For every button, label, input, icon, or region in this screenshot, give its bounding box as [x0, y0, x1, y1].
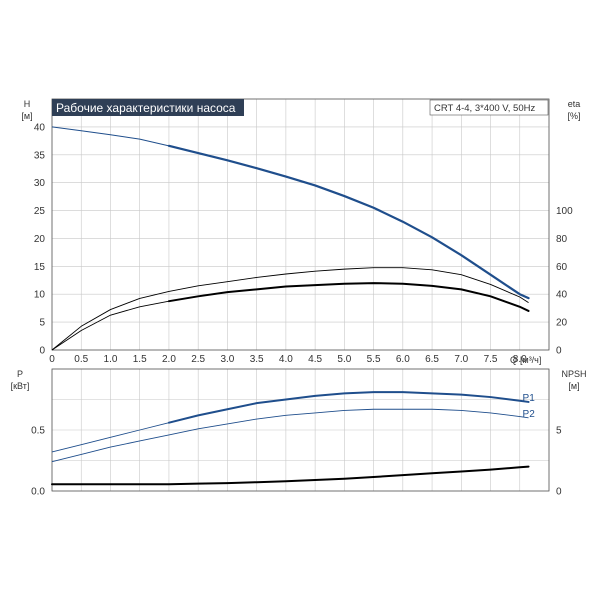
x-tick-label: 0	[49, 354, 55, 365]
head-tick-label: 15	[34, 262, 46, 273]
head-tick-label: 10	[34, 290, 46, 301]
p1-label: P1	[523, 393, 536, 404]
x-tick-label: 6.0	[396, 354, 410, 365]
p1-curve-operating	[167, 391, 530, 424]
p2-curve	[51, 408, 529, 463]
head-axis-unit: [м]	[21, 111, 32, 121]
chart-title-box	[52, 99, 244, 116]
x-tick-label: 6.5	[425, 354, 439, 365]
npsh-axis-unit: [м]	[568, 381, 579, 391]
eta-tick-label: 60	[556, 262, 568, 273]
top-chart-frame	[51, 98, 550, 351]
x-tick-label: 8.0	[513, 354, 527, 365]
eta_lower-curve	[51, 282, 529, 351]
x-tick-label: 2.5	[191, 354, 205, 365]
eta-axis-name: eta	[568, 99, 581, 109]
eta-tick-label: 80	[556, 234, 568, 245]
eta_lower-curve-operating	[167, 282, 530, 312]
head-tick-label: 5	[39, 318, 45, 329]
tick-labels: 0 0.5 1.0 1.5 2.0 2.5 3.0 3.5 4.0 4.5 5.0 5.5 6.0 6.5…	[31, 122, 573, 497]
chart-title: Рабочие характеристики насоса	[56, 101, 236, 115]
head-curve-operating	[167, 144, 530, 300]
x-tick-label: 5.0	[337, 354, 351, 365]
flow-axis-unit: [м³/ч]	[520, 355, 541, 365]
npsh-curve-operating	[51, 465, 530, 486]
x-tick-label: 2.0	[162, 354, 176, 365]
head-axis-name: H	[24, 99, 31, 109]
x-tick-label: 7.5	[484, 354, 498, 365]
x-tick-label: 4.0	[279, 354, 293, 365]
x-tick-label: 3.5	[250, 354, 264, 365]
bottom-chart-grid	[51, 368, 550, 492]
eta-tick-label: 40	[556, 290, 568, 301]
x-tick-label: 7.0	[454, 354, 468, 365]
eta_upper-curve	[51, 267, 529, 351]
power-tick-label: 0.5	[31, 426, 45, 437]
flow-axis-name: Q	[510, 355, 517, 365]
x-tick-label: 4.5	[308, 354, 322, 365]
p1-curve	[51, 391, 529, 453]
power-axis-unit: [кВт]	[11, 381, 30, 391]
head-tick-label: 40	[34, 122, 46, 133]
x-tick-label: 1.5	[133, 354, 147, 365]
npsh-tick-label: 0	[556, 487, 562, 498]
head-tick-label: 25	[34, 206, 46, 217]
x-tick-label: 0.5	[74, 354, 88, 365]
x-tick-label: 3.0	[220, 354, 234, 365]
head-tick-label: 30	[34, 178, 46, 189]
bottom-chart-frame	[51, 368, 550, 492]
pump-model-label: CRT 4-4, 3*400 V, 50Hz	[434, 103, 535, 114]
p2-label: P2	[523, 409, 536, 420]
model-box	[429, 99, 549, 116]
x-tick-label: 5.5	[367, 354, 381, 365]
curves	[51, 126, 530, 486]
eta-tick-label: 0	[556, 346, 562, 357]
head-tick-label: 0	[39, 346, 45, 357]
power-axis-name: P	[17, 369, 23, 379]
head-tick-label: 20	[34, 234, 46, 245]
head-curve	[51, 126, 529, 299]
npsh-axis-name: NPSH	[561, 369, 586, 379]
head-tick-label: 35	[34, 150, 46, 161]
npsh-tick-label: 5	[556, 426, 562, 437]
eta-tick-label: 100	[556, 206, 573, 217]
eta-tick-label: 20	[556, 318, 568, 329]
power-tick-label: 0.0	[31, 487, 45, 498]
x-tick-label: 1.0	[104, 354, 118, 365]
eta-axis-unit: [%]	[567, 111, 580, 121]
